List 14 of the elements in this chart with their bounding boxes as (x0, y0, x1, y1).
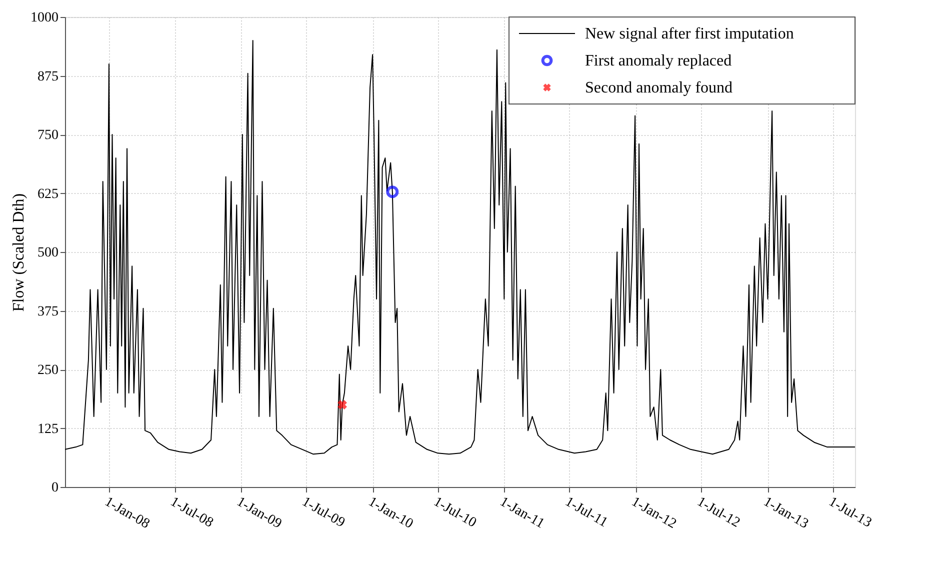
y-tick-label: 875 (38, 69, 58, 84)
y-tick-label: 125 (38, 422, 58, 437)
y-tick-label: 500 (38, 246, 58, 260)
y-tick-label: 750 (38, 128, 58, 143)
legend-label: First anomaly replaced (585, 52, 732, 70)
y-tick-label: 0 (52, 480, 58, 496)
line-series (65, 40, 855, 455)
y-tick-label: 250 (38, 363, 58, 378)
legend-label: Second anomaly found (585, 80, 733, 96)
y-axis-title: Flow (Scaled Dth) (10, 193, 28, 312)
legend-label: New signal after first imputation (585, 26, 794, 42)
y-tick-label: 1000 (30, 10, 58, 26)
y-tick-label: 375 (38, 304, 58, 320)
y-tick-label: 625 (38, 186, 58, 202)
